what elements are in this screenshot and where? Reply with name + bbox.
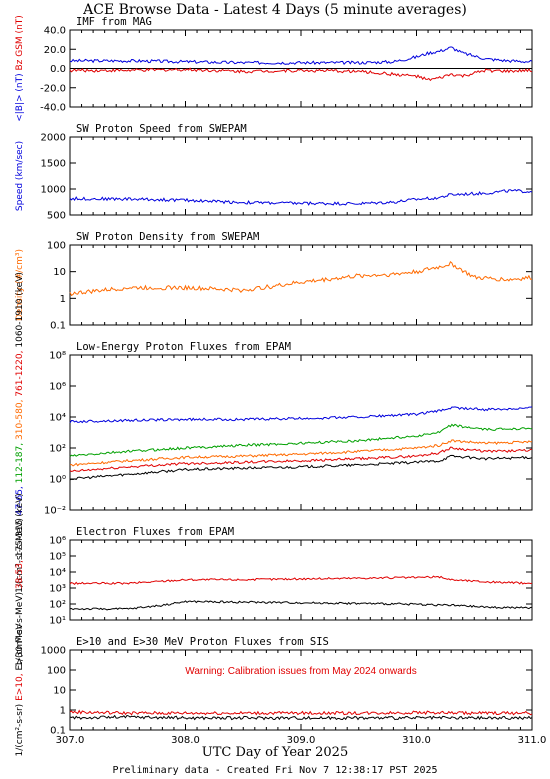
- y-axis-label: 1/(cm²-sr-s-MeV) 47-65, 112-187, 310-580…: [15, 272, 25, 593]
- panel-title: Low-Energy Proton Fluxes from EPAM: [76, 341, 291, 353]
- y-axis-label-part: 1/(cm²-s-sr): [15, 704, 25, 757]
- series-line: [69, 709, 533, 716]
- y-axis-label-part: E>30 MeV: [15, 623, 25, 674]
- series-line: [69, 189, 533, 206]
- y-tick-label: 10³: [49, 584, 66, 595]
- y-axis-label-part: 38-53,: [15, 560, 25, 592]
- y-axis-label-part: 761-1220,: [15, 350, 25, 399]
- y-tick-label: 10²: [49, 600, 66, 611]
- x-tick-label: 310.0: [402, 735, 431, 746]
- y-tick-label: 1: [60, 294, 66, 305]
- series-line: [69, 406, 533, 424]
- y-axis-label-part: 112-187,: [15, 443, 25, 486]
- panel-title: SW Proton Speed from SWEPAM: [76, 123, 247, 135]
- x-tick-label: 307.0: [56, 735, 85, 746]
- series-line: [69, 439, 533, 467]
- y-tick-label: 1000: [41, 646, 66, 657]
- y-tick-label: 10⁴: [49, 413, 66, 424]
- panel-title: IMF from MAG: [76, 16, 152, 28]
- panel-frame: [69, 244, 533, 326]
- series-line: [69, 67, 533, 82]
- panel-title: E>10 and E>30 MeV Proton Fluxes from SIS: [76, 636, 329, 648]
- y-axis-label-part: Bz GSM (nT): [15, 15, 25, 73]
- series-line: [69, 575, 533, 585]
- y-axis-label-part: Speed (km/sec): [15, 141, 25, 211]
- y-tick-label: 40.0: [44, 26, 66, 37]
- y-tick-label: 10: [53, 267, 66, 278]
- y-tick-label: 10²: [49, 444, 66, 455]
- y-axis-label-part: 310-580,: [15, 400, 25, 443]
- y-tick-label: 0.0: [50, 64, 66, 75]
- y-axis-label: <|B|> (nT) Bz GSM (nT): [15, 15, 25, 122]
- x-tick-label: 308.0: [171, 735, 200, 746]
- y-tick-label: 10: [53, 686, 66, 697]
- y-tick-label: 100: [47, 241, 66, 252]
- y-tick-label: 20.0: [44, 45, 66, 56]
- series-line: [69, 446, 533, 473]
- y-axis-label-part: 175-315 (keV): [15, 493, 25, 560]
- y-axis-label-part: Density (#/cm³): [15, 249, 25, 321]
- panel-frame: [69, 354, 533, 511]
- y-tick-label: 10⁶: [49, 382, 66, 393]
- footer-created: Preliminary data - Created Fri Nov 7 12:…: [112, 765, 438, 776]
- panel-title: Electron Fluxes from EPAM: [76, 526, 234, 538]
- panel-title: SW Proton Density from SWEPAM: [76, 231, 259, 243]
- y-tick-label: 10¹: [49, 616, 66, 627]
- y-tick-label: 10⁰: [49, 475, 66, 486]
- y-tick-label: -40.0: [40, 103, 66, 114]
- panel-frame: [69, 539, 533, 621]
- y-tick-label: -20.0: [40, 83, 66, 94]
- y-tick-label: 500: [47, 211, 66, 222]
- y-axis-label-part: 47-65,: [15, 486, 25, 518]
- y-axis-label-part: 1/(cm²-sr-s-MeV): [15, 518, 25, 593]
- series-line: [69, 714, 533, 721]
- x-axis-label: UTC Day of Year 2025: [201, 745, 349, 760]
- y-tick-label: 10⁸: [49, 351, 66, 362]
- y-tick-label: 100: [47, 666, 66, 677]
- y-tick-label: 10⁴: [49, 568, 66, 579]
- y-tick-label: 0.1: [50, 321, 66, 332]
- series-line: [69, 423, 533, 457]
- series-line: [69, 46, 533, 66]
- series-line: [69, 600, 533, 611]
- x-tick-label: 311.0: [518, 735, 547, 746]
- y-tick-label: 1: [60, 706, 66, 717]
- y-axis-label-part: 1060-1910 (keV): [15, 272, 25, 350]
- page-title: ACE Browse Data - Latest 4 Days (5 minut…: [83, 2, 467, 18]
- y-axis-label: Speed (km/sec): [15, 141, 25, 211]
- x-tick-label: 309.0: [287, 735, 316, 746]
- y-tick-label: 1500: [41, 159, 66, 170]
- series-line: [69, 454, 533, 481]
- y-tick-label: 1000: [41, 185, 66, 196]
- y-tick-label: 10⁶: [49, 536, 66, 547]
- y-tick-label: 2000: [41, 133, 66, 144]
- y-tick-label: 10⁵: [49, 552, 66, 563]
- series-line: [69, 261, 532, 297]
- y-tick-label: 10⁻²: [44, 506, 66, 517]
- y-axis-label: 1/(cm²-s-sr) E>10, E>30 MeV: [15, 623, 25, 757]
- y-axis-label: Density (#/cm³): [15, 249, 25, 321]
- y-axis-label-part: 1/(cm²-sr-s-MeV): [15, 592, 25, 667]
- y-tick-label: 0.1: [50, 726, 66, 737]
- y-axis-label: 1/(cm²-sr-s-MeV) 38-53, 175-315 (keV): [15, 493, 25, 667]
- y-axis-label-part: <|B|> (nT): [15, 73, 25, 121]
- warning-annotation: Warning: Calibration issues from May 202…: [185, 666, 416, 677]
- y-axis-label-part: E>10,: [15, 673, 25, 703]
